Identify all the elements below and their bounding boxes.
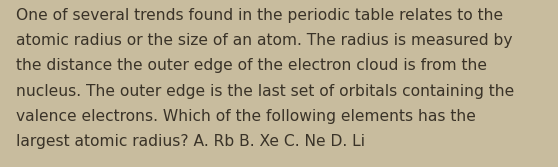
Text: valence electrons. Which of the following elements has the: valence electrons. Which of the followin… [16, 109, 475, 124]
Text: largest atomic radius? A. Rb B. Xe C. Ne D. Li: largest atomic radius? A. Rb B. Xe C. Ne… [16, 134, 364, 149]
Text: atomic radius or the size of an atom. The radius is measured by: atomic radius or the size of an atom. Th… [16, 33, 512, 48]
Text: the distance the outer edge of the electron cloud is from the: the distance the outer edge of the elect… [16, 58, 487, 73]
Text: nucleus. The outer edge is the last set of orbitals containing the: nucleus. The outer edge is the last set … [16, 84, 514, 99]
Text: One of several trends found in the periodic table relates to the: One of several trends found in the perio… [16, 8, 503, 23]
